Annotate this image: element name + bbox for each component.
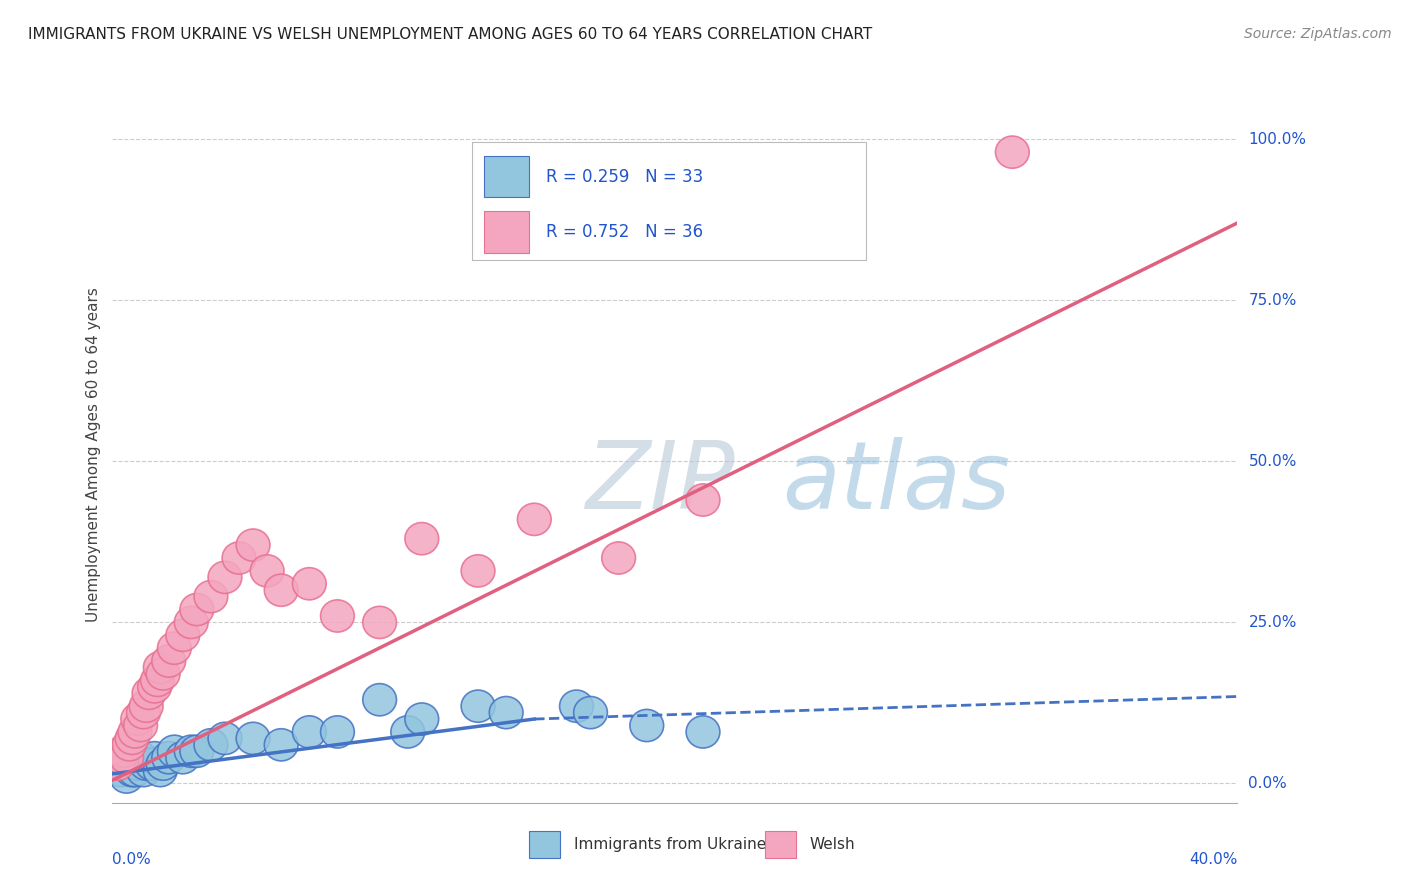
Text: 0.0%: 0.0% bbox=[112, 852, 152, 866]
Ellipse shape bbox=[135, 748, 169, 780]
Ellipse shape bbox=[264, 729, 298, 761]
Ellipse shape bbox=[208, 723, 242, 755]
Text: 75.0%: 75.0% bbox=[1249, 293, 1296, 308]
Ellipse shape bbox=[143, 651, 177, 683]
Text: Source: ZipAtlas.com: Source: ZipAtlas.com bbox=[1244, 27, 1392, 41]
Ellipse shape bbox=[112, 748, 146, 780]
Ellipse shape bbox=[461, 555, 495, 587]
Ellipse shape bbox=[250, 555, 284, 587]
Ellipse shape bbox=[138, 741, 172, 774]
Text: Welsh: Welsh bbox=[810, 837, 855, 852]
Text: 25.0%: 25.0% bbox=[1249, 615, 1296, 630]
Text: 100.0%: 100.0% bbox=[1249, 132, 1306, 147]
Ellipse shape bbox=[138, 671, 172, 703]
Ellipse shape bbox=[152, 741, 186, 774]
Text: atlas: atlas bbox=[782, 437, 1010, 528]
Ellipse shape bbox=[363, 607, 396, 639]
Ellipse shape bbox=[129, 748, 163, 780]
FancyBboxPatch shape bbox=[529, 830, 560, 858]
Ellipse shape bbox=[166, 619, 200, 651]
Ellipse shape bbox=[292, 715, 326, 748]
Ellipse shape bbox=[602, 541, 636, 574]
Ellipse shape bbox=[127, 697, 160, 729]
Text: 0.0%: 0.0% bbox=[1249, 776, 1286, 791]
Ellipse shape bbox=[292, 567, 326, 599]
Ellipse shape bbox=[115, 723, 149, 755]
FancyBboxPatch shape bbox=[765, 830, 796, 858]
Ellipse shape bbox=[124, 709, 157, 741]
Ellipse shape bbox=[152, 645, 186, 677]
Ellipse shape bbox=[363, 683, 396, 715]
Ellipse shape bbox=[124, 741, 157, 774]
Ellipse shape bbox=[110, 761, 143, 793]
Ellipse shape bbox=[391, 715, 425, 748]
Ellipse shape bbox=[236, 529, 270, 561]
Ellipse shape bbox=[118, 755, 152, 787]
Ellipse shape bbox=[574, 697, 607, 729]
Ellipse shape bbox=[115, 755, 149, 787]
Ellipse shape bbox=[129, 690, 163, 723]
Ellipse shape bbox=[127, 755, 160, 787]
Ellipse shape bbox=[104, 755, 138, 787]
Ellipse shape bbox=[166, 741, 200, 774]
Text: ZIP: ZIP bbox=[585, 437, 734, 528]
Text: IMMIGRANTS FROM UKRAINE VS WELSH UNEMPLOYMENT AMONG AGES 60 TO 64 YEARS CORRELAT: IMMIGRANTS FROM UKRAINE VS WELSH UNEMPLO… bbox=[28, 27, 872, 42]
Ellipse shape bbox=[110, 741, 143, 774]
Text: 40.0%: 40.0% bbox=[1189, 852, 1237, 866]
Ellipse shape bbox=[405, 523, 439, 555]
FancyBboxPatch shape bbox=[484, 211, 529, 253]
Text: R = 0.752   N = 36: R = 0.752 N = 36 bbox=[546, 223, 703, 241]
Ellipse shape bbox=[222, 541, 256, 574]
Ellipse shape bbox=[461, 690, 495, 723]
Ellipse shape bbox=[489, 697, 523, 729]
FancyBboxPatch shape bbox=[472, 142, 866, 260]
Ellipse shape bbox=[630, 709, 664, 741]
Ellipse shape bbox=[208, 561, 242, 593]
Ellipse shape bbox=[321, 715, 354, 748]
Ellipse shape bbox=[143, 755, 177, 787]
Ellipse shape bbox=[264, 574, 298, 607]
Ellipse shape bbox=[121, 703, 155, 735]
Ellipse shape bbox=[405, 703, 439, 735]
Ellipse shape bbox=[180, 735, 214, 767]
Ellipse shape bbox=[180, 593, 214, 625]
Text: 50.0%: 50.0% bbox=[1249, 454, 1296, 469]
Y-axis label: Unemployment Among Ages 60 to 64 years: Unemployment Among Ages 60 to 64 years bbox=[86, 287, 101, 623]
Ellipse shape bbox=[132, 677, 166, 709]
Ellipse shape bbox=[112, 729, 146, 761]
Ellipse shape bbox=[194, 729, 228, 761]
Ellipse shape bbox=[121, 748, 155, 780]
FancyBboxPatch shape bbox=[484, 156, 529, 197]
Ellipse shape bbox=[560, 690, 593, 723]
Ellipse shape bbox=[118, 715, 152, 748]
Text: Immigrants from Ukraine: Immigrants from Ukraine bbox=[574, 837, 766, 852]
Ellipse shape bbox=[194, 581, 228, 613]
Ellipse shape bbox=[141, 665, 174, 697]
Ellipse shape bbox=[146, 748, 180, 780]
Ellipse shape bbox=[107, 735, 141, 767]
Ellipse shape bbox=[157, 632, 191, 665]
Ellipse shape bbox=[686, 715, 720, 748]
Ellipse shape bbox=[517, 503, 551, 535]
Ellipse shape bbox=[146, 658, 180, 690]
Ellipse shape bbox=[104, 741, 138, 774]
Ellipse shape bbox=[174, 607, 208, 639]
Ellipse shape bbox=[101, 748, 135, 780]
Ellipse shape bbox=[157, 735, 191, 767]
Ellipse shape bbox=[236, 723, 270, 755]
Ellipse shape bbox=[174, 735, 208, 767]
Ellipse shape bbox=[321, 599, 354, 632]
Ellipse shape bbox=[995, 136, 1029, 169]
Ellipse shape bbox=[686, 483, 720, 516]
Text: R = 0.259   N = 33: R = 0.259 N = 33 bbox=[546, 168, 703, 186]
